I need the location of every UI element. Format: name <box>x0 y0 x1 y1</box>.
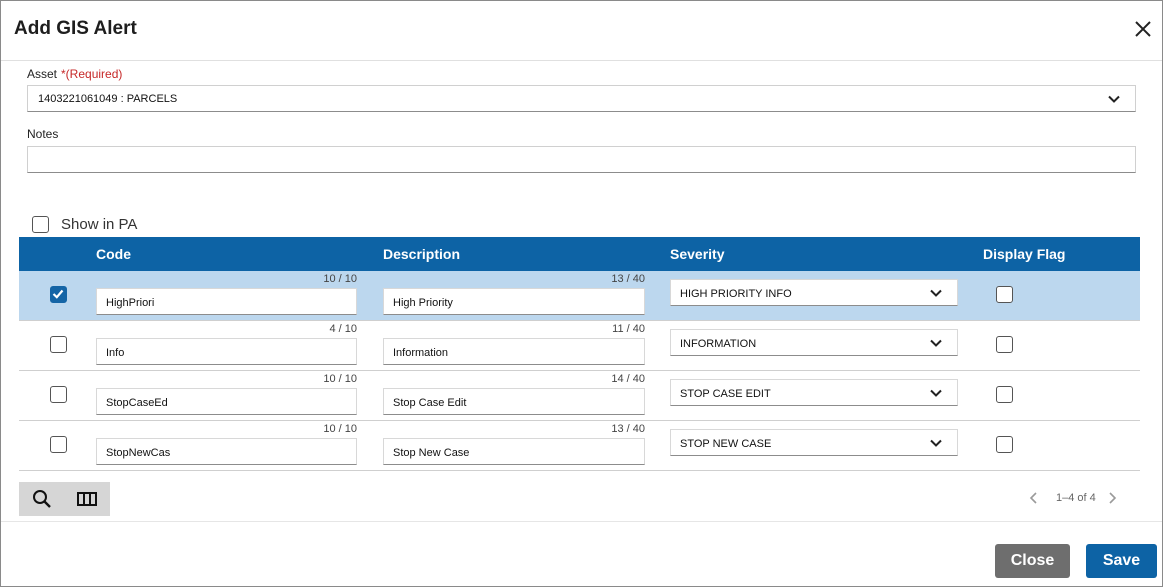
search-icon <box>32 490 51 508</box>
table-row[interactable]: 10 / 10 StopNewCas 13 / 40 Stop New Case… <box>19 421 1140 471</box>
severity-select[interactable]: HIGH PRIORITY INFO <box>670 279 958 306</box>
required-indicator: *(Required) <box>61 67 123 81</box>
grid-toolbar <box>19 482 110 516</box>
row-select-checkbox[interactable] <box>50 386 67 403</box>
chevron-down-icon <box>930 339 942 347</box>
table-row[interactable]: 10 / 10 StopCaseEd 14 / 40 Stop Case Edi… <box>19 371 1140 421</box>
show-in-pa-option[interactable]: Show in PA <box>32 214 137 234</box>
description-char-counter: 13 / 40 <box>611 273 645 285</box>
display-flag-checkbox[interactable] <box>996 386 1013 403</box>
footer-divider <box>1 521 1162 522</box>
row-select-checkbox[interactable] <box>50 436 67 453</box>
column-header-code[interactable]: Code <box>96 246 131 262</box>
column-header-display-flag[interactable]: Display Flag <box>983 246 1066 262</box>
description-input[interactable]: Information <box>383 338 645 365</box>
columns-button[interactable] <box>64 482 109 516</box>
close-button[interactable]: Close <box>995 544 1070 578</box>
show-in-pa-label: Show in PA <box>61 215 138 233</box>
search-button[interactable] <box>19 482 64 516</box>
show-in-pa-checkbox[interactable] <box>32 215 49 233</box>
severity-value: STOP NEW CASE <box>680 438 772 450</box>
description-input[interactable]: Stop Case Edit <box>383 388 645 415</box>
code-input[interactable]: HighPriori <box>96 288 357 315</box>
description-char-counter: 11 / 40 <box>612 323 645 335</box>
severity-value: INFORMATION <box>680 338 757 350</box>
code-char-counter: 10 / 10 <box>323 373 357 385</box>
asset-label-text: Asset <box>27 67 58 81</box>
asset-label: Asset *(Required) <box>27 67 122 81</box>
dialog-header: Add GIS Alert <box>1 1 1162 61</box>
severity-value: HIGH PRIORITY INFO <box>680 288 792 300</box>
severity-select[interactable]: INFORMATION <box>670 329 958 356</box>
description-char-counter: 14 / 40 <box>611 373 645 385</box>
severity-select[interactable]: STOP CASE EDIT <box>670 379 958 406</box>
severity-select[interactable]: STOP NEW CASE <box>670 429 958 456</box>
chevron-down-icon <box>930 289 942 297</box>
description-input[interactable]: Stop New Case <box>383 438 645 465</box>
asset-select[interactable]: 1403221061049 : PARCELS <box>27 85 1136 112</box>
code-char-counter: 10 / 10 <box>323 423 357 435</box>
chevron-down-icon <box>930 389 942 397</box>
pagination-status: 1–4 of 4 <box>1056 492 1096 504</box>
chevron-right-icon[interactable] <box>1106 491 1118 505</box>
dialog-title: Add GIS Alert <box>14 18 137 39</box>
checkmark-icon <box>52 289 64 299</box>
row-select-checkbox[interactable] <box>50 286 67 303</box>
code-char-counter: 10 / 10 <box>323 273 357 285</box>
display-flag-checkbox[interactable] <box>996 436 1013 453</box>
table-row[interactable]: 10 / 10 HighPriori 13 / 40 High Priority… <box>19 271 1140 321</box>
description-char-counter: 13 / 40 <box>611 423 645 435</box>
code-input[interactable]: Info <box>96 338 357 365</box>
row-select-checkbox[interactable] <box>50 336 67 353</box>
notes-label: Notes <box>27 127 59 141</box>
notes-input[interactable] <box>27 146 1136 173</box>
code-char-counter: 4 / 10 <box>329 323 357 335</box>
display-flag-checkbox[interactable] <box>996 336 1013 353</box>
severity-value: STOP CASE EDIT <box>680 388 771 400</box>
code-input[interactable]: StopNewCas <box>96 438 357 465</box>
close-icon[interactable] <box>1131 17 1155 41</box>
chevron-down-icon <box>930 439 942 447</box>
grid-header: Code Description Severity Display Flag <box>19 237 1140 271</box>
save-button[interactable]: Save <box>1086 544 1157 578</box>
pagination: 1–4 of 4 <box>1028 490 1118 506</box>
column-header-description[interactable]: Description <box>383 246 461 262</box>
column-header-severity[interactable]: Severity <box>670 246 725 262</box>
columns-icon <box>76 492 97 506</box>
table-row[interactable]: 4 / 10 Info 11 / 40 Information INFORMAT… <box>19 321 1140 371</box>
description-input[interactable]: High Priority <box>383 288 645 315</box>
code-input[interactable]: StopCaseEd <box>96 388 357 415</box>
display-flag-checkbox[interactable] <box>996 286 1013 303</box>
alerts-grid: Code Description Severity Display Flag 1… <box>19 237 1140 471</box>
chevron-down-icon <box>1108 95 1120 103</box>
chevron-left-icon[interactable] <box>1028 491 1040 505</box>
asset-select-value: 1403221061049 : PARCELS <box>38 93 178 105</box>
